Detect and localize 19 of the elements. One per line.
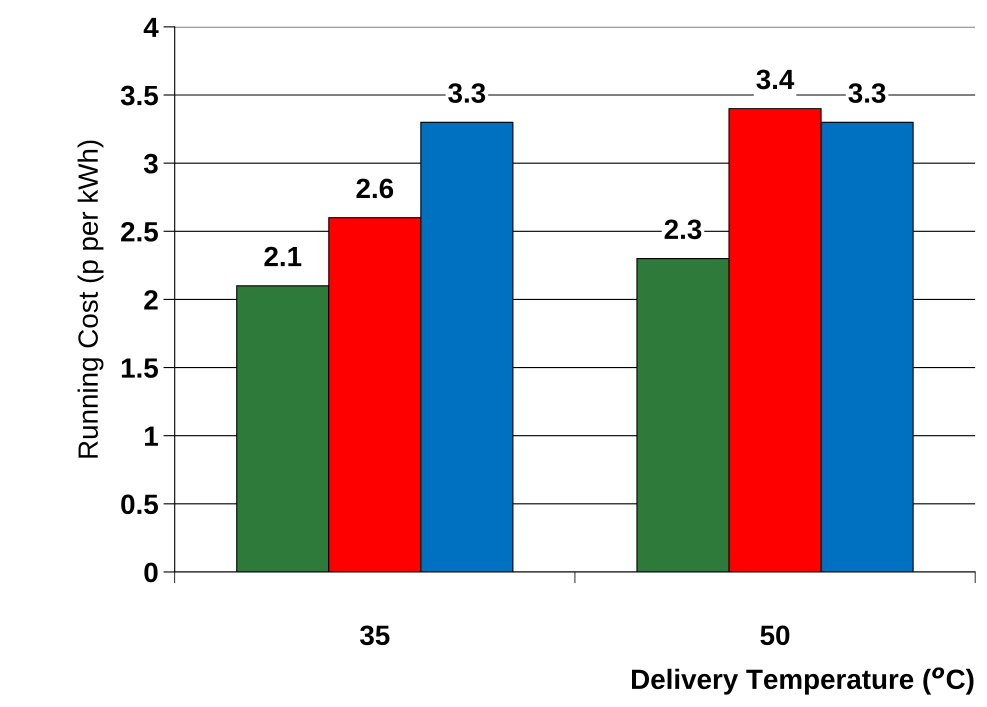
y-tick-label: 3.5 xyxy=(120,86,158,106)
x-tick-label: 50 xyxy=(760,625,790,646)
data-label: 2.3 xyxy=(664,219,702,240)
data-label: 3.3 xyxy=(848,83,886,103)
x-tick-label: 35 xyxy=(360,625,390,646)
y-axis-title: Running Cost (p per kWh) xyxy=(78,140,104,458)
y-tick-label: 3 xyxy=(144,154,158,174)
data-label: 2.1 xyxy=(264,246,302,266)
data-label: 2.6 xyxy=(356,178,394,198)
y-tick-label: 0 xyxy=(144,562,158,582)
y-tick-label: 0.5 xyxy=(121,494,158,514)
y-tick-label: 2 xyxy=(144,290,158,310)
y-tick-label: 1 xyxy=(145,426,158,446)
y-tick-label: 4 xyxy=(144,18,159,37)
y-tick-label: 2.5 xyxy=(121,222,158,242)
data-label: 3.3 xyxy=(448,83,486,103)
x-axis-title: Delivery Temperature ($^{o}$C) xyxy=(632,667,974,695)
data-label: 3.4 xyxy=(756,70,794,90)
y-tick-label: 1.5 xyxy=(122,358,158,378)
